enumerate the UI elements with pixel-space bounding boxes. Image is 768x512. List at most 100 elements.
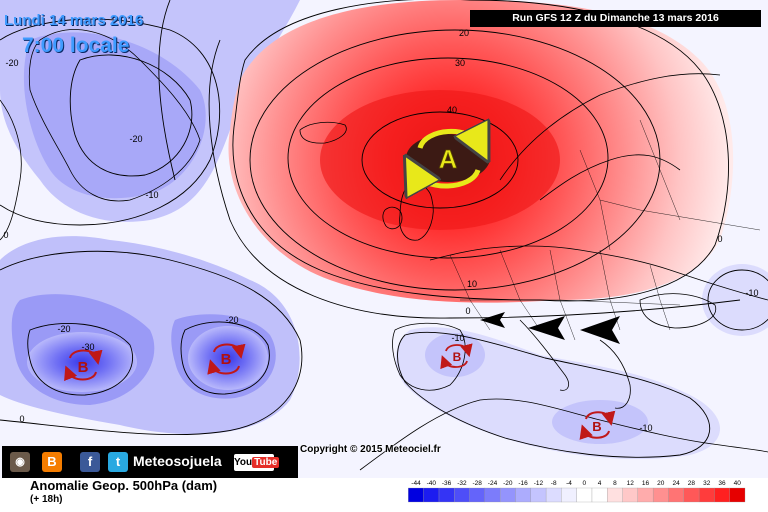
contour-label: 10 xyxy=(467,279,477,289)
contour-label: -20 xyxy=(57,324,70,334)
scale-cell xyxy=(591,487,608,503)
high-arrow-bottom xyxy=(414,170,481,186)
wind-arrows xyxy=(480,312,620,344)
contour-label: -20 xyxy=(129,134,142,144)
youtube-you: You xyxy=(234,457,253,468)
brand-name: Meteosojuela xyxy=(133,453,222,469)
low-label-greece: B xyxy=(592,419,601,434)
scale-tick: -12 xyxy=(534,480,544,487)
facebook-icon[interactable]: f xyxy=(80,452,100,472)
blogger-icon[interactable]: B xyxy=(42,452,62,472)
twitter-icon[interactable]: t xyxy=(108,452,128,472)
contour-label: 0 xyxy=(19,414,24,424)
scale-tick-labels: -44 -40 -36 -32 -28 -24 -20 -16 -12 -8 -4 0 4 8 12 16 20… xyxy=(411,480,741,487)
contour-plus-20 xyxy=(249,29,661,291)
blue-area-east xyxy=(702,264,768,336)
coast-italy xyxy=(519,319,570,391)
scale-cell xyxy=(668,487,684,503)
contour-plus-40 xyxy=(361,111,519,209)
coast-iceland xyxy=(299,121,347,144)
scale-cell xyxy=(576,487,593,503)
wind-arrow-1 xyxy=(480,312,505,328)
coast-greenland xyxy=(28,29,201,202)
contour-minus-10-west xyxy=(0,250,303,436)
scale-tick: 4 xyxy=(598,480,602,487)
coast-scandinavia xyxy=(499,73,721,201)
forecast-date: Lundi 14 mars 2016 xyxy=(4,12,144,29)
anomaly-map: A B B B B xyxy=(0,0,768,478)
contour-minus-20-center xyxy=(180,321,270,395)
model-run-label: Run GFS 12 Z du Dimanche 13 mars 2016 xyxy=(470,10,761,27)
low-system-spain: B xyxy=(440,343,473,370)
contour-label: -20 xyxy=(225,315,238,325)
scale-tick: 12 xyxy=(627,480,635,487)
scale-tick: -40 xyxy=(427,480,437,487)
coast-canada xyxy=(0,99,22,241)
scale-tick: -32 xyxy=(457,480,467,487)
contour-label: -10 xyxy=(639,423,652,433)
scale-cell xyxy=(714,487,730,503)
scale-cell xyxy=(729,487,746,503)
coast-north-africa xyxy=(359,398,768,471)
coastlines xyxy=(0,29,768,471)
wind-arrow-2 xyxy=(528,316,565,340)
blue-core-west xyxy=(27,332,137,392)
contour-label: -10 xyxy=(745,288,758,298)
low-system-west: B xyxy=(64,349,103,382)
coast-ireland xyxy=(382,206,403,230)
contour-label: 0 xyxy=(3,230,8,240)
contour-label: 20 xyxy=(459,28,469,38)
low-label-spain: B xyxy=(453,350,462,364)
scale-tick: -16 xyxy=(518,480,528,487)
contour-label: 40 xyxy=(447,105,457,115)
scale-cell xyxy=(423,487,440,503)
contour-label: 0 xyxy=(717,234,722,244)
contour-label: 0 xyxy=(465,306,470,316)
contour-zero xyxy=(158,0,741,319)
youtube-tube: Tube xyxy=(252,457,280,468)
field-title: Anomalie Geop. 500hPa (dam) xyxy=(30,478,218,493)
scale-tick: -4 xyxy=(566,480,572,487)
scale-tick: 8 xyxy=(613,480,617,487)
scale-tick: 16 xyxy=(642,480,650,487)
coast-iberia xyxy=(392,322,466,391)
contour-minus-20-west xyxy=(27,322,133,396)
high-label: A xyxy=(439,144,458,174)
scale-cell xyxy=(515,487,531,503)
coast-black-sea xyxy=(639,293,717,329)
instagram-icon[interactable]: ◉ xyxy=(10,452,30,472)
low-label-center: B xyxy=(221,351,232,368)
scale-tick: 24 xyxy=(672,480,680,487)
scale-cell xyxy=(484,487,501,503)
scale-tick: 40 xyxy=(734,480,742,487)
scale-tick: 0 xyxy=(582,480,586,487)
coast-europe xyxy=(429,245,768,301)
scale-tick: 36 xyxy=(718,480,726,487)
scale-cell xyxy=(530,487,547,503)
scale-cell xyxy=(438,487,455,503)
contour-minus-20-greenland xyxy=(69,54,193,177)
scale-tick: 32 xyxy=(703,480,711,487)
scale-cell xyxy=(561,487,577,503)
contour-label: -30 xyxy=(81,342,94,352)
scale-cell xyxy=(653,487,669,503)
contour-lines xyxy=(0,0,768,458)
scale-tick: -44 xyxy=(411,480,421,487)
blue-area-greenland-core xyxy=(23,32,206,199)
scale-tick: -36 xyxy=(442,480,452,487)
scale-cell xyxy=(469,487,486,503)
scale-tick: -8 xyxy=(551,480,557,487)
social-bar: ◉ B f t Meteosojuela You Tube xyxy=(2,446,298,478)
contour-label: -10 xyxy=(145,190,158,200)
contour-plus-10 xyxy=(232,0,729,302)
blue-core-greece xyxy=(552,400,648,444)
copyright-text: Copyright © 2015 Meteociel.fr xyxy=(300,444,441,455)
scale-cell xyxy=(607,487,623,503)
scale-cell xyxy=(545,487,562,503)
scale-tick: 28 xyxy=(688,480,696,487)
forecast-time: 7:00 locale xyxy=(22,34,130,57)
youtube-icon[interactable]: You Tube xyxy=(234,454,280,471)
scale-cell xyxy=(698,487,715,503)
lead-time: (+ 18h) xyxy=(30,494,63,505)
